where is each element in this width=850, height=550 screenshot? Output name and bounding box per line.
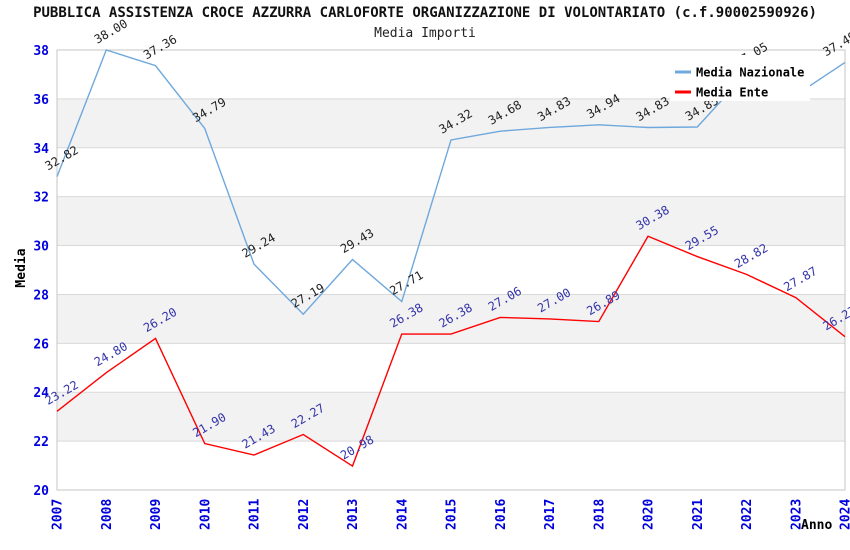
- y-tick-label: 34: [33, 142, 49, 157]
- data-label-media-nazionale: 37.36: [141, 32, 179, 62]
- grid-band: [57, 392, 845, 442]
- y-tick-label: 28: [33, 288, 49, 303]
- x-tick-label: 2015: [445, 499, 460, 530]
- data-label-media-nazionale: 38.00: [92, 16, 130, 46]
- x-tick-label: 2011: [248, 499, 263, 530]
- x-tick-label: 2018: [592, 499, 607, 530]
- x-tick-label: 2013: [346, 499, 361, 530]
- plot-border: [56, 49, 846, 491]
- y-axis-title: Media: [14, 248, 29, 287]
- data-label-media-ente: 27.87: [781, 264, 819, 294]
- grid-band: [57, 196, 845, 246]
- x-tick-label: 2024: [839, 499, 850, 530]
- series-line-media-nazionale: [56, 49, 846, 316]
- x-tick-label: 2014: [395, 499, 410, 530]
- x-tick-label: 2012: [297, 499, 312, 530]
- x-tick-label: 2023: [789, 499, 804, 530]
- data-label-media-nazionale: 37.49: [821, 29, 850, 59]
- x-axis-title: Anno: [801, 518, 832, 533]
- x-tick-label: 2009: [149, 499, 164, 530]
- y-tick-label: 26: [33, 337, 49, 352]
- chart-subtitle: Media Importi: [374, 26, 476, 41]
- data-label-media-nazionale: 27.71: [387, 268, 425, 298]
- y-tick-label: 30: [33, 240, 49, 255]
- x-tick-label: 2017: [543, 499, 558, 530]
- legend-label-media-ente: Media Ente: [696, 86, 768, 100]
- legend-box: [670, 55, 810, 101]
- y-tick-label: 22: [33, 435, 49, 450]
- y-tick-label: 32: [33, 191, 49, 206]
- y-tick-label: 24: [33, 386, 49, 401]
- legend-label-media-nazionale: Media Nazionale: [696, 66, 804, 80]
- x-tick-label: 2022: [740, 499, 755, 530]
- y-tick-label: 20: [33, 484, 49, 499]
- chart-title: PUBBLICA ASSISTENZA CROCE AZZURRA CARLOF…: [33, 5, 817, 21]
- series-line-media-ente: [56, 235, 846, 468]
- y-tick-label: 38: [33, 44, 49, 59]
- y-tick-label: 36: [33, 93, 49, 108]
- grid-band: [57, 294, 845, 344]
- x-tick-label: 2010: [198, 499, 213, 530]
- x-tick-label: 2016: [494, 499, 509, 530]
- x-tick-label: 2021: [691, 499, 706, 530]
- x-tick-label: 2007: [51, 499, 66, 530]
- x-tick-label: 2020: [642, 499, 657, 530]
- x-tick-label: 2008: [100, 499, 115, 530]
